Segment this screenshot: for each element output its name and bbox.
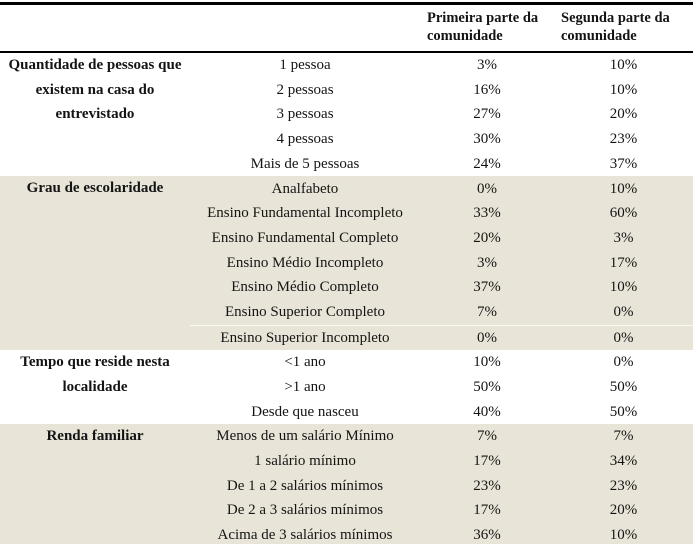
value-segunda-parte: 34% (554, 449, 693, 474)
value-primeira-parte: 7% (420, 299, 554, 326)
value-segunda-parte: 10% (609, 57, 638, 74)
table-row: Tempo que reside nesta localidade <1 ano 1… (0, 350, 693, 395)
value-primeira-parte: 3% (477, 57, 497, 74)
value-segunda-parte: 0% (613, 354, 634, 371)
row-item-label: 4 pessoas (276, 131, 334, 148)
table-row: 1 salário mínimo 17% 34% (0, 449, 693, 474)
value-primeira-parte: 37% (420, 275, 554, 300)
column-header-primeira-parte: Primeira parte da comunidade (420, 3, 554, 53)
value-segunda-parte: 10% (554, 275, 693, 300)
table-row: Grau de escolaridade Analfabeto 0% 10% (0, 176, 693, 351)
value-segunda-parte: 10% (554, 523, 693, 544)
value-segunda-parte: 10% (554, 176, 693, 202)
value-primeira-parte: 3% (420, 250, 554, 276)
section-label: Tempo que reside nesta localidade (20, 354, 170, 395)
row-item-label: <1 ano (284, 354, 326, 371)
table-row: Ensino Fundamental Completo 20% 3% (0, 225, 693, 251)
row-item-label: Mais de 5 pessoas (250, 155, 360, 172)
row-item-label: Ensino Superior Incompleto (190, 324, 420, 351)
value-segunda-parte: 20% (609, 106, 638, 123)
value-primeira-parte: 0% (420, 324, 554, 351)
table-row: 2 pessoas 16% 10% (0, 78, 693, 103)
row-item-label: Ensino Fundamental Completo (190, 225, 420, 251)
table-header: Primeira parte da comunidade Segunda par… (0, 3, 693, 53)
value-segunda-parte: 0% (554, 324, 693, 351)
section-label: Renda familiar (0, 424, 190, 544)
row-item-label: Ensino Fundamental Incompleto (190, 201, 420, 226)
value-segunda-parte: 37% (609, 155, 638, 172)
value-primeira-parte: 50% (473, 379, 501, 396)
value-primeira-parte: 27% (473, 106, 501, 123)
row-item-label: Ensino Médio Completo (190, 275, 420, 300)
table-row: De 2 a 3 salários mínimos 17% 20% (0, 498, 693, 524)
column-header-subcategory (190, 3, 420, 53)
row-item-label: Analfabeto (190, 176, 420, 202)
row-item-label: 2 pessoas (276, 81, 334, 98)
header-row: Primeira parte da comunidade Segunda par… (0, 3, 693, 53)
row-item-label: Menos de um salário Mínimo (190, 424, 420, 449)
table-row: Ensino Superior Incompleto 0% 0% (0, 324, 693, 351)
value-primeira-parte: 17% (420, 449, 554, 474)
column-header-segunda-parte: Segunda parte da comunidade (554, 3, 693, 53)
table-row: Ensino Superior Completo 7% 0% (0, 299, 693, 326)
value-primeira-parte: 33% (420, 201, 554, 226)
value-segunda-parte: 23% (554, 473, 693, 499)
value-primeira-parte: 24% (473, 155, 501, 172)
table-row: >1 ano 50% 50% (0, 375, 693, 400)
value-segunda-parte: 0% (554, 299, 693, 326)
value-primeira-parte: 10% (473, 354, 501, 371)
value-segunda-parte: 17% (554, 250, 693, 276)
value-segunda-parte: 10% (609, 81, 638, 98)
table-row: 4 pessoas 30% 23% (0, 127, 693, 152)
table-row: Mais de 5 pessoas 24% 37% (0, 152, 693, 177)
table-row: De 1 a 2 salários mínimos 23% 23% (0, 473, 693, 499)
row-item-label: 1 salário mínimo (190, 449, 420, 474)
value-segunda-parte: 23% (609, 131, 638, 148)
table-row: Acima de 3 salários mínimos 36% 10% (0, 523, 693, 544)
value-primeira-parte: 40% (473, 403, 501, 420)
row-item-label: Ensino Médio Incompleto (190, 250, 420, 276)
value-primeira-parte: 16% (473, 81, 501, 98)
row-item-label: De 1 a 2 salários mínimos (190, 473, 420, 499)
table-row: 3 pessoas 27% 20% (0, 102, 693, 127)
value-primeira-parte: 30% (473, 131, 501, 148)
section-label: Grau de escolaridade (0, 176, 190, 351)
table-row: Ensino Fundamental Incompleto 33% 60% (0, 201, 693, 226)
table-row: Ensino Médio Completo 37% 10% (0, 275, 693, 300)
column-header-category (0, 3, 190, 53)
value-primeira-parte: 7% (420, 424, 554, 449)
table-row: Quantidade de pessoas que existem na cas… (0, 52, 693, 122)
row-item-label: 3 pessoas (276, 106, 334, 123)
value-primeira-parte: 0% (420, 176, 554, 202)
table-row: Renda familiar Menos de um salário Mínimo… (0, 424, 693, 544)
table-row: Desde que nasceu 40% 50% (0, 400, 693, 425)
value-primeira-parte: 17% (420, 498, 554, 524)
value-segunda-parte: 50% (609, 379, 638, 396)
value-segunda-parte: 7% (554, 424, 693, 449)
table-row: Ensino Médio Incompleto 3% 17% (0, 250, 693, 276)
row-item-label: Desde que nasceu (251, 403, 359, 420)
value-primeira-parte: 23% (420, 473, 554, 499)
value-segunda-parte: 20% (554, 498, 693, 524)
row-item-label: De 2 a 3 salários mínimos (190, 498, 420, 524)
value-primeira-parte: 36% (420, 523, 554, 544)
section-label: Quantidade de pessoas que existem na cas… (8, 57, 182, 123)
value-segunda-parte: 50% (609, 403, 638, 420)
row-item-label: Ensino Superior Completo (190, 299, 420, 326)
row-item-label: >1 ano (284, 379, 326, 396)
value-segunda-parte: 60% (554, 201, 693, 226)
row-item-label: Acima de 3 salários mínimos (190, 523, 420, 544)
value-primeira-parte: 20% (420, 225, 554, 251)
table-body: Quantidade de pessoas que existem na cas… (0, 52, 693, 544)
row-item-label: 1 pessoa (279, 57, 331, 74)
value-segunda-parte: 3% (554, 225, 693, 251)
